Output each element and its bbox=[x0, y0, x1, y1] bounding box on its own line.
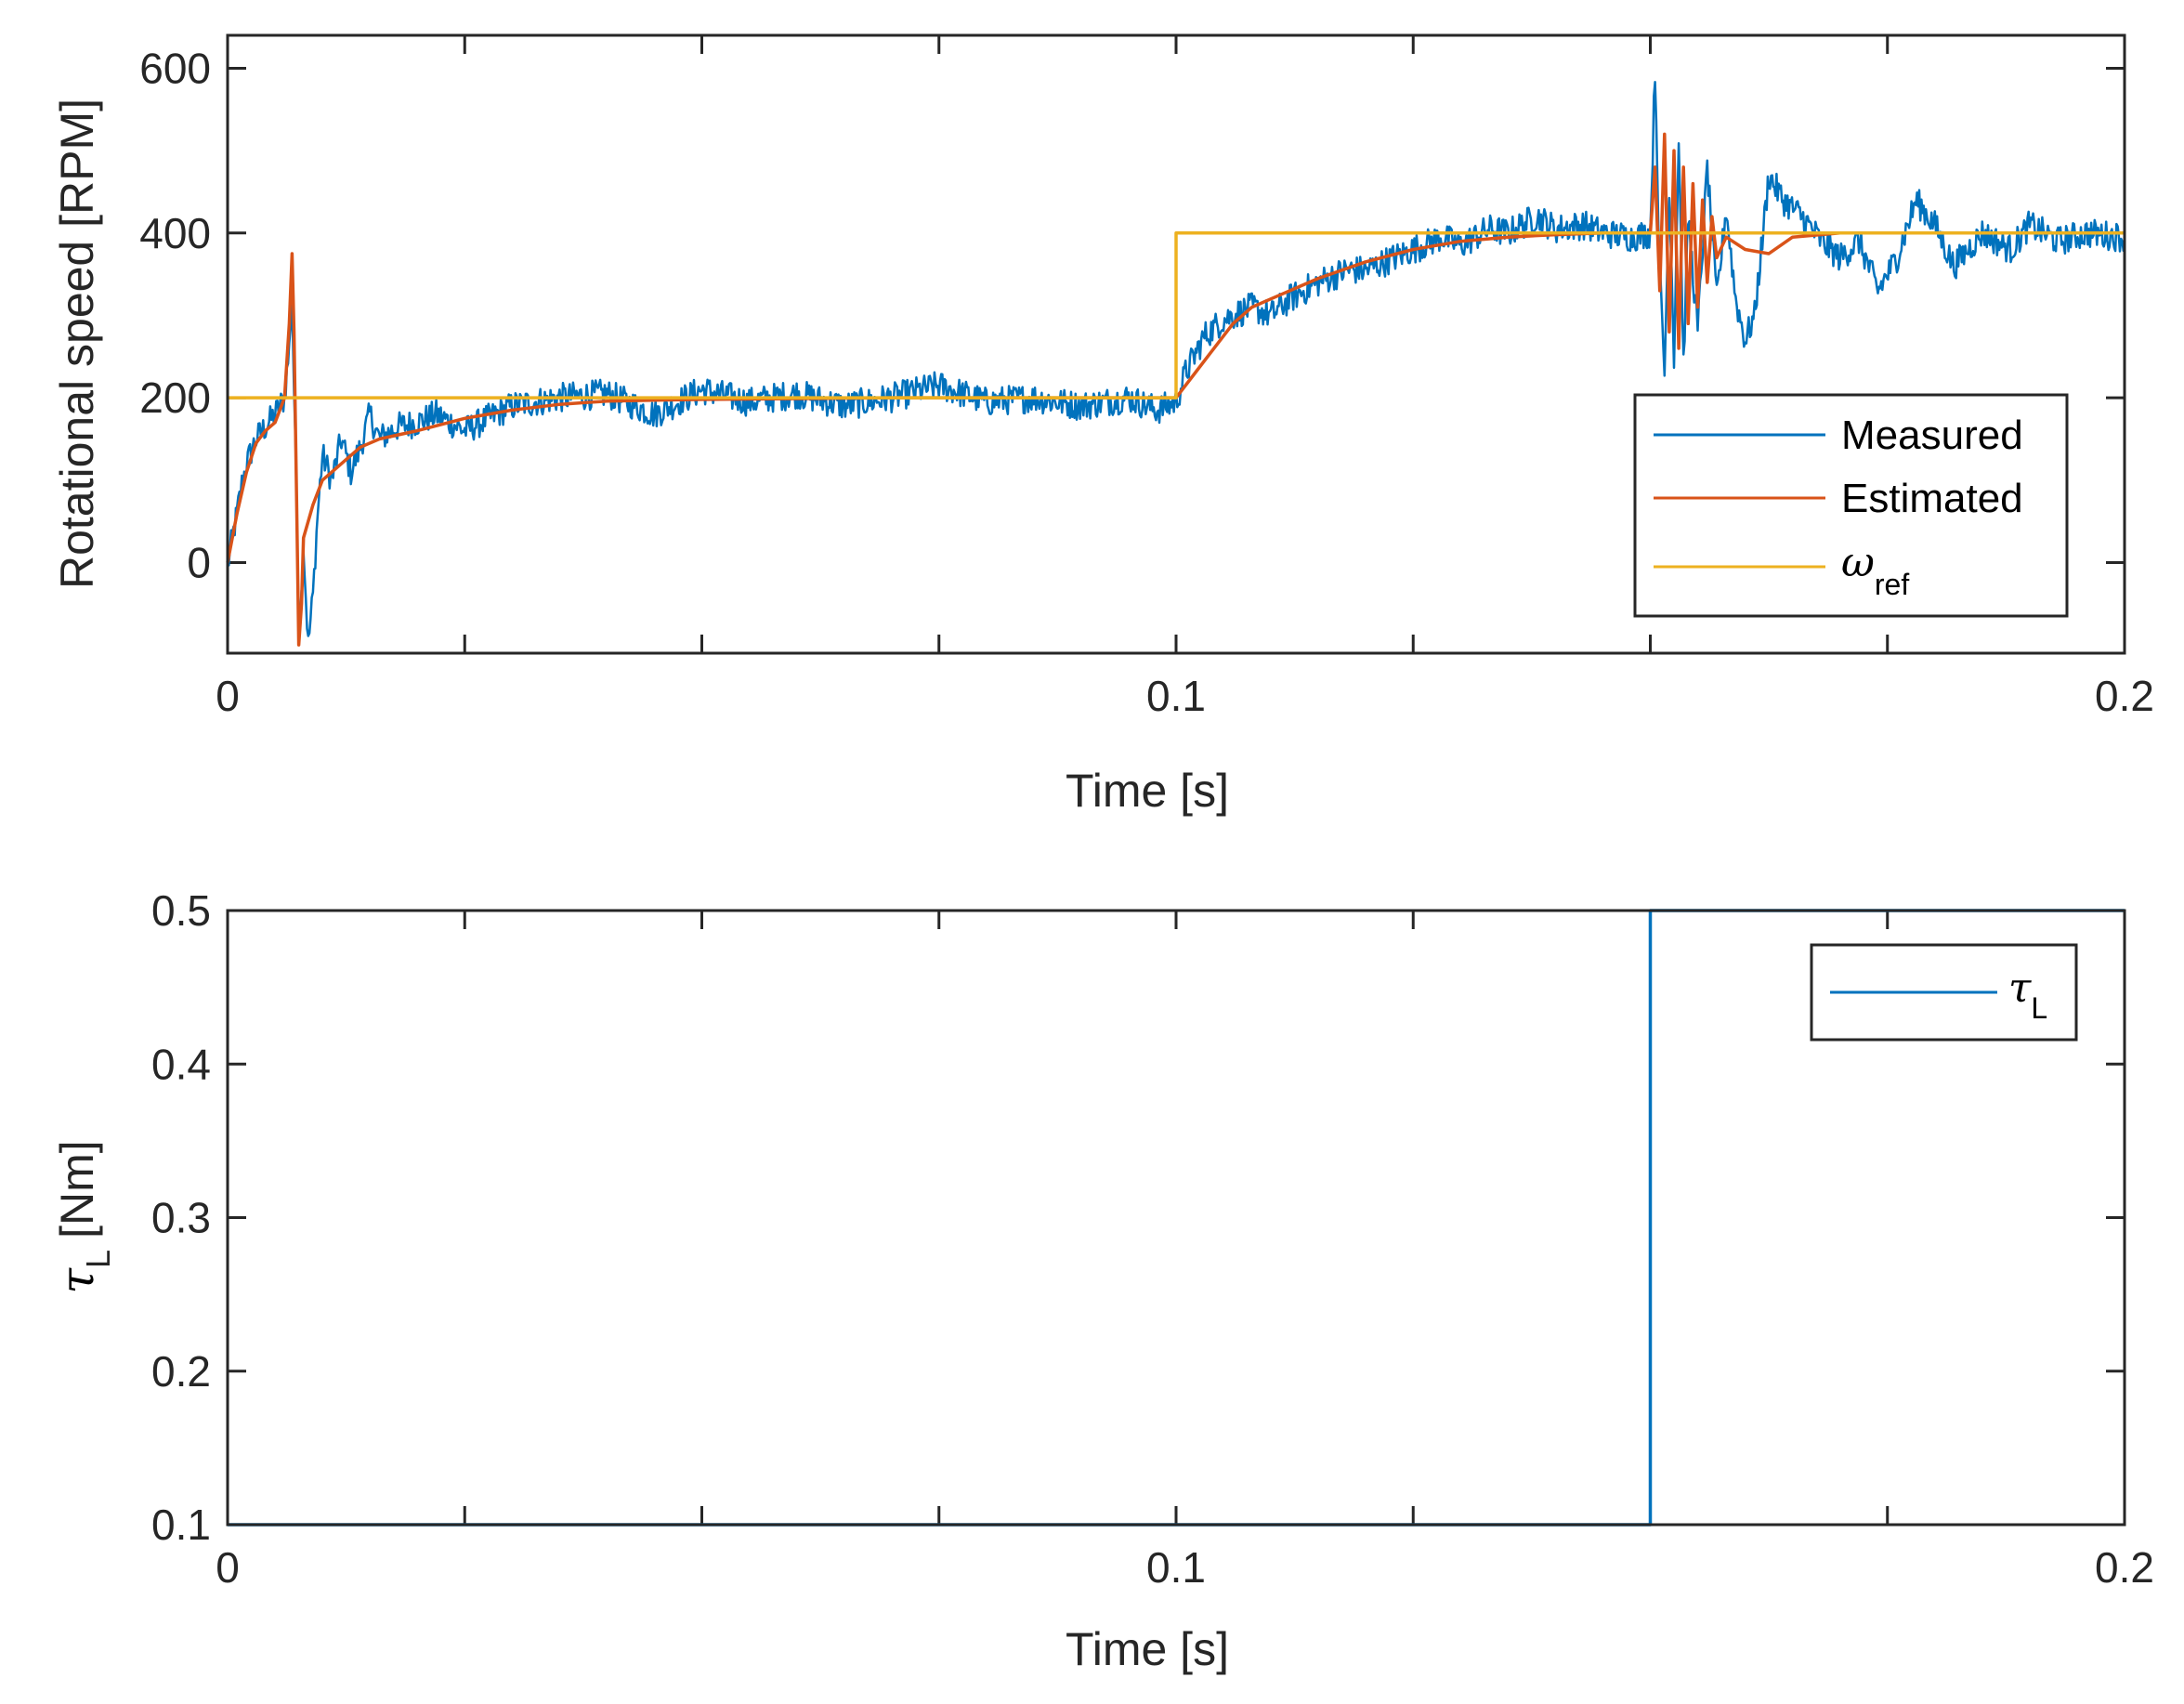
torque-plot-ylabel: τL [Nm] bbox=[50, 1140, 117, 1293]
legend-estimated-label: Estimated bbox=[1841, 476, 2023, 521]
legend-measured-label: Measured bbox=[1841, 413, 2023, 458]
torque-plot: 0 0.1 0.20.10.20.30.40.5 Time [s] τL[Nm] τ… bbox=[50, 886, 2154, 1675]
legend-tau-subscript: L bbox=[2031, 991, 2047, 1025]
wref-series-line bbox=[228, 231, 2125, 400]
torque-plot-xlabel: Time [s] bbox=[1066, 1623, 1229, 1675]
speed-plot-legend: Measured Estimated ωref bbox=[1633, 393, 2069, 618]
torque-plot-legend: τL bbox=[1810, 943, 2078, 1042]
x-tick-label: 0.2 bbox=[2095, 672, 2154, 720]
y-tick-label: 0.5 bbox=[151, 886, 211, 935]
torque-plot-axes-box bbox=[226, 909, 2126, 1527]
legend-tau-label: τL bbox=[2008, 964, 2047, 1025]
y-tick-label: 0.2 bbox=[151, 1347, 211, 1396]
torque-ylabel-tau: τ bbox=[50, 1267, 104, 1294]
torque-plot-tick-labels: 0 0.1 0.20.10.20.30.40.5 bbox=[151, 886, 2154, 1592]
legend-wref-label: ωref bbox=[1841, 539, 1909, 601]
y-tick-label: 200 bbox=[139, 374, 211, 422]
legend-wref-subscript: ref bbox=[1875, 568, 1909, 601]
speed-plot: 0 0.1 0.2 0 200 400 600 Time [s] Rotational sp… bbox=[51, 33, 2154, 817]
y-tick-label: 400 bbox=[139, 209, 211, 257]
estimated-series-line bbox=[226, 132, 2125, 647]
speed-plot-ylabel: Rotational speed [RPM] bbox=[51, 98, 103, 589]
x-tick-label: 0.1 bbox=[1146, 672, 1206, 720]
y-tick-label: 0.3 bbox=[151, 1194, 211, 1242]
legend-omega-symbol: ω bbox=[1841, 539, 1875, 586]
y-tick-label: 0.1 bbox=[151, 1501, 211, 1549]
y-tick-label: 600 bbox=[139, 44, 211, 92]
y-tick-label: 0.4 bbox=[151, 1040, 211, 1088]
legend-tau-symbol: τ bbox=[2008, 964, 2032, 1012]
x-tick-label: 0.1 bbox=[1146, 1543, 1206, 1592]
x-tick-label: 0 bbox=[216, 1543, 240, 1592]
x-tick-label: 0.2 bbox=[2095, 1543, 2154, 1592]
speed-plot-axes-box bbox=[226, 33, 2126, 655]
speed-plot-xlabel: Time [s] bbox=[1066, 765, 1229, 817]
speed-plot-series bbox=[226, 81, 2126, 647]
torque-ylabel-subscript: L bbox=[79, 1250, 117, 1268]
torque-ylabel-unit: [Nm] bbox=[51, 1140, 103, 1239]
speed-plot-tick-labels: 0 0.1 0.2 0 200 400 600 bbox=[139, 44, 2154, 720]
x-tick-label: 0 bbox=[216, 672, 240, 720]
speed-legend-box bbox=[1633, 393, 2069, 618]
y-tick-label: 0 bbox=[187, 538, 211, 586]
